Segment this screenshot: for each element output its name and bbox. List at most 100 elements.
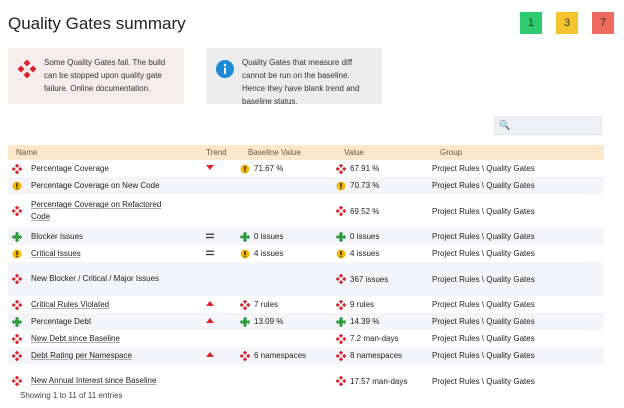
error-status-icon bbox=[336, 163, 346, 174]
trend-cell bbox=[198, 347, 240, 364]
trend-up-icon bbox=[206, 301, 214, 306]
current-value: 17.57 man-days bbox=[350, 376, 408, 386]
rule-name: Percentage Coverage bbox=[31, 163, 109, 173]
group-cell: Project Rules \ Quality Gates bbox=[432, 334, 535, 343]
fail-count-badge[interactable]: 7 bbox=[592, 12, 614, 34]
current-value: 367 issues bbox=[350, 274, 389, 284]
trend-cell bbox=[198, 330, 240, 347]
failure-icon bbox=[18, 60, 36, 78]
info-icon bbox=[216, 60, 234, 78]
trend-up-icon bbox=[206, 352, 214, 357]
rule-name: Percentage Debt bbox=[31, 316, 92, 326]
current-value: 7.2 man-days bbox=[350, 334, 399, 343]
ok-status-icon bbox=[336, 316, 346, 327]
ok-status-icon bbox=[240, 231, 250, 242]
table-row[interactable]: Percentage Debt 13.09 % 14.39 % Project … bbox=[8, 313, 604, 330]
group-cell: Project Rules \ Quality Gates bbox=[432, 274, 535, 284]
warning-status-icon bbox=[12, 181, 22, 190]
trend-cell bbox=[198, 364, 240, 398]
rule-name[interactable]: New Annual Interest since Baseline bbox=[31, 376, 157, 385]
warn-count-badge[interactable]: 3 bbox=[556, 12, 578, 34]
trend-equal-icon bbox=[206, 250, 214, 256]
rule-name[interactable]: Critical Rules Violated bbox=[31, 299, 110, 309]
ok-status-icon bbox=[12, 231, 22, 242]
error-status-icon bbox=[12, 299, 22, 310]
warning-status-icon bbox=[240, 164, 250, 173]
pass-count-badge[interactable]: 1 bbox=[520, 12, 542, 34]
table-row[interactable]: Blocker Issues 0 issues 0 issues Project… bbox=[8, 228, 604, 245]
group-cell: Project Rules \ Quality Gates bbox=[432, 181, 535, 190]
table-row[interactable]: New Debt since Baseline 7.2 man-days Pro… bbox=[8, 330, 604, 347]
group-cell: Project Rules \ Quality Gates bbox=[432, 351, 535, 360]
col-header-name[interactable]: Name bbox=[16, 148, 38, 157]
error-status-icon bbox=[240, 350, 250, 361]
error-status-icon bbox=[240, 299, 250, 310]
current-value: 0 issues bbox=[350, 232, 380, 241]
failure-alert: Some Quality Gates fail. The build can b… bbox=[8, 48, 184, 104]
trend-cell bbox=[198, 262, 240, 296]
rule-name[interactable]: Critical Issues bbox=[31, 248, 81, 258]
baseline-value: 13.09 % bbox=[254, 317, 284, 326]
ok-status-icon bbox=[240, 316, 250, 327]
table-row[interactable]: Critical Rules Violated 7 rules 9 rules … bbox=[8, 296, 604, 313]
error-status-icon bbox=[336, 206, 346, 216]
baseline-value: 6 namespaces bbox=[254, 351, 307, 360]
current-value: 4 issues bbox=[350, 249, 380, 258]
rule-name[interactable]: New Debt since Baseline bbox=[31, 333, 120, 343]
search-input[interactable] bbox=[511, 118, 599, 133]
current-value: 9 rules bbox=[350, 300, 375, 309]
table-row[interactable]: New Blocker / Critical / Major Issues 36… bbox=[8, 262, 604, 296]
error-status-icon bbox=[336, 274, 346, 284]
table-row[interactable]: Percentage Coverage on New Code 70.73 % … bbox=[8, 177, 604, 194]
current-value: 14.39 % bbox=[350, 317, 380, 326]
rule-name: Percentage Coverage on New Code bbox=[31, 180, 160, 190]
rule-name[interactable]: Debt Rating per Namespace bbox=[31, 350, 132, 360]
table-row[interactable]: New Annual Interest since Baseline 17.57… bbox=[8, 364, 604, 398]
error-status-icon bbox=[12, 376, 22, 386]
group-cell: Project Rules \ Quality Gates bbox=[432, 232, 535, 241]
group-cell: Project Rules \ Quality Gates bbox=[432, 376, 535, 386]
baseline-value: 71.67 % bbox=[254, 164, 284, 173]
group-cell: Project Rules \ Quality Gates bbox=[432, 300, 535, 309]
trend-up-icon bbox=[206, 318, 214, 323]
col-header-value[interactable]: Value bbox=[344, 148, 364, 157]
col-header-group[interactable]: Group bbox=[440, 148, 463, 157]
trend-cell bbox=[198, 245, 240, 262]
error-status-icon bbox=[12, 163, 22, 174]
warning-status-icon bbox=[336, 249, 346, 258]
col-header-baseline[interactable]: Baseline Value bbox=[248, 148, 301, 157]
trend-cell bbox=[198, 194, 240, 228]
current-value: 8 namespaces bbox=[350, 351, 403, 360]
ok-status-icon bbox=[12, 316, 22, 327]
table-row[interactable]: Percentage Coverage on Refactored Code 6… bbox=[8, 194, 604, 228]
warning-status-icon bbox=[12, 249, 22, 258]
info-alert-text: Quality Gates that measure diff cannot b… bbox=[242, 58, 360, 106]
trend-cell bbox=[198, 313, 240, 330]
group-cell: Project Rules \ Quality Gates bbox=[432, 317, 535, 326]
search-icon: 🔍 bbox=[499, 120, 511, 130]
failure-alert-text: Some Quality Gates fail. The build can b… bbox=[44, 58, 166, 93]
baseline-value: 0 issues bbox=[254, 232, 284, 241]
error-status-icon bbox=[12, 333, 22, 344]
info-alert: Quality Gates that measure diff cannot b… bbox=[206, 48, 382, 106]
status-badges: 1 3 7 bbox=[506, 12, 614, 34]
trend-cell bbox=[198, 228, 240, 245]
trend-cell bbox=[198, 177, 240, 194]
col-header-trend[interactable]: Trend bbox=[206, 148, 227, 157]
ok-status-icon bbox=[336, 231, 346, 242]
rule-name[interactable]: Percentage Coverage on Refactored Code bbox=[31, 200, 162, 221]
table-row[interactable]: Debt Rating per Namespace 6 namespaces 8… bbox=[8, 347, 604, 364]
table-header-row: Name Trend Baseline Value Value Group bbox=[8, 145, 604, 160]
table-row[interactable]: Percentage Coverage 71.67 % 67.91 % Proj… bbox=[8, 160, 604, 177]
error-status-icon bbox=[336, 350, 346, 361]
table-row[interactable]: Critical Issues 4 issues 4 issues Projec… bbox=[8, 245, 604, 262]
table-info: Showing 1 to 11 of 11 entries bbox=[20, 391, 123, 400]
current-value: 67.91 % bbox=[350, 164, 380, 173]
trend-down-icon bbox=[206, 165, 214, 170]
rule-name: Blocker Issues bbox=[31, 231, 84, 241]
trend-cell bbox=[198, 296, 240, 313]
search-box: 🔍 bbox=[494, 116, 602, 135]
error-status-icon bbox=[12, 350, 22, 361]
baseline-value: 4 issues bbox=[254, 249, 284, 258]
group-cell: Project Rules \ Quality Gates bbox=[432, 249, 535, 258]
